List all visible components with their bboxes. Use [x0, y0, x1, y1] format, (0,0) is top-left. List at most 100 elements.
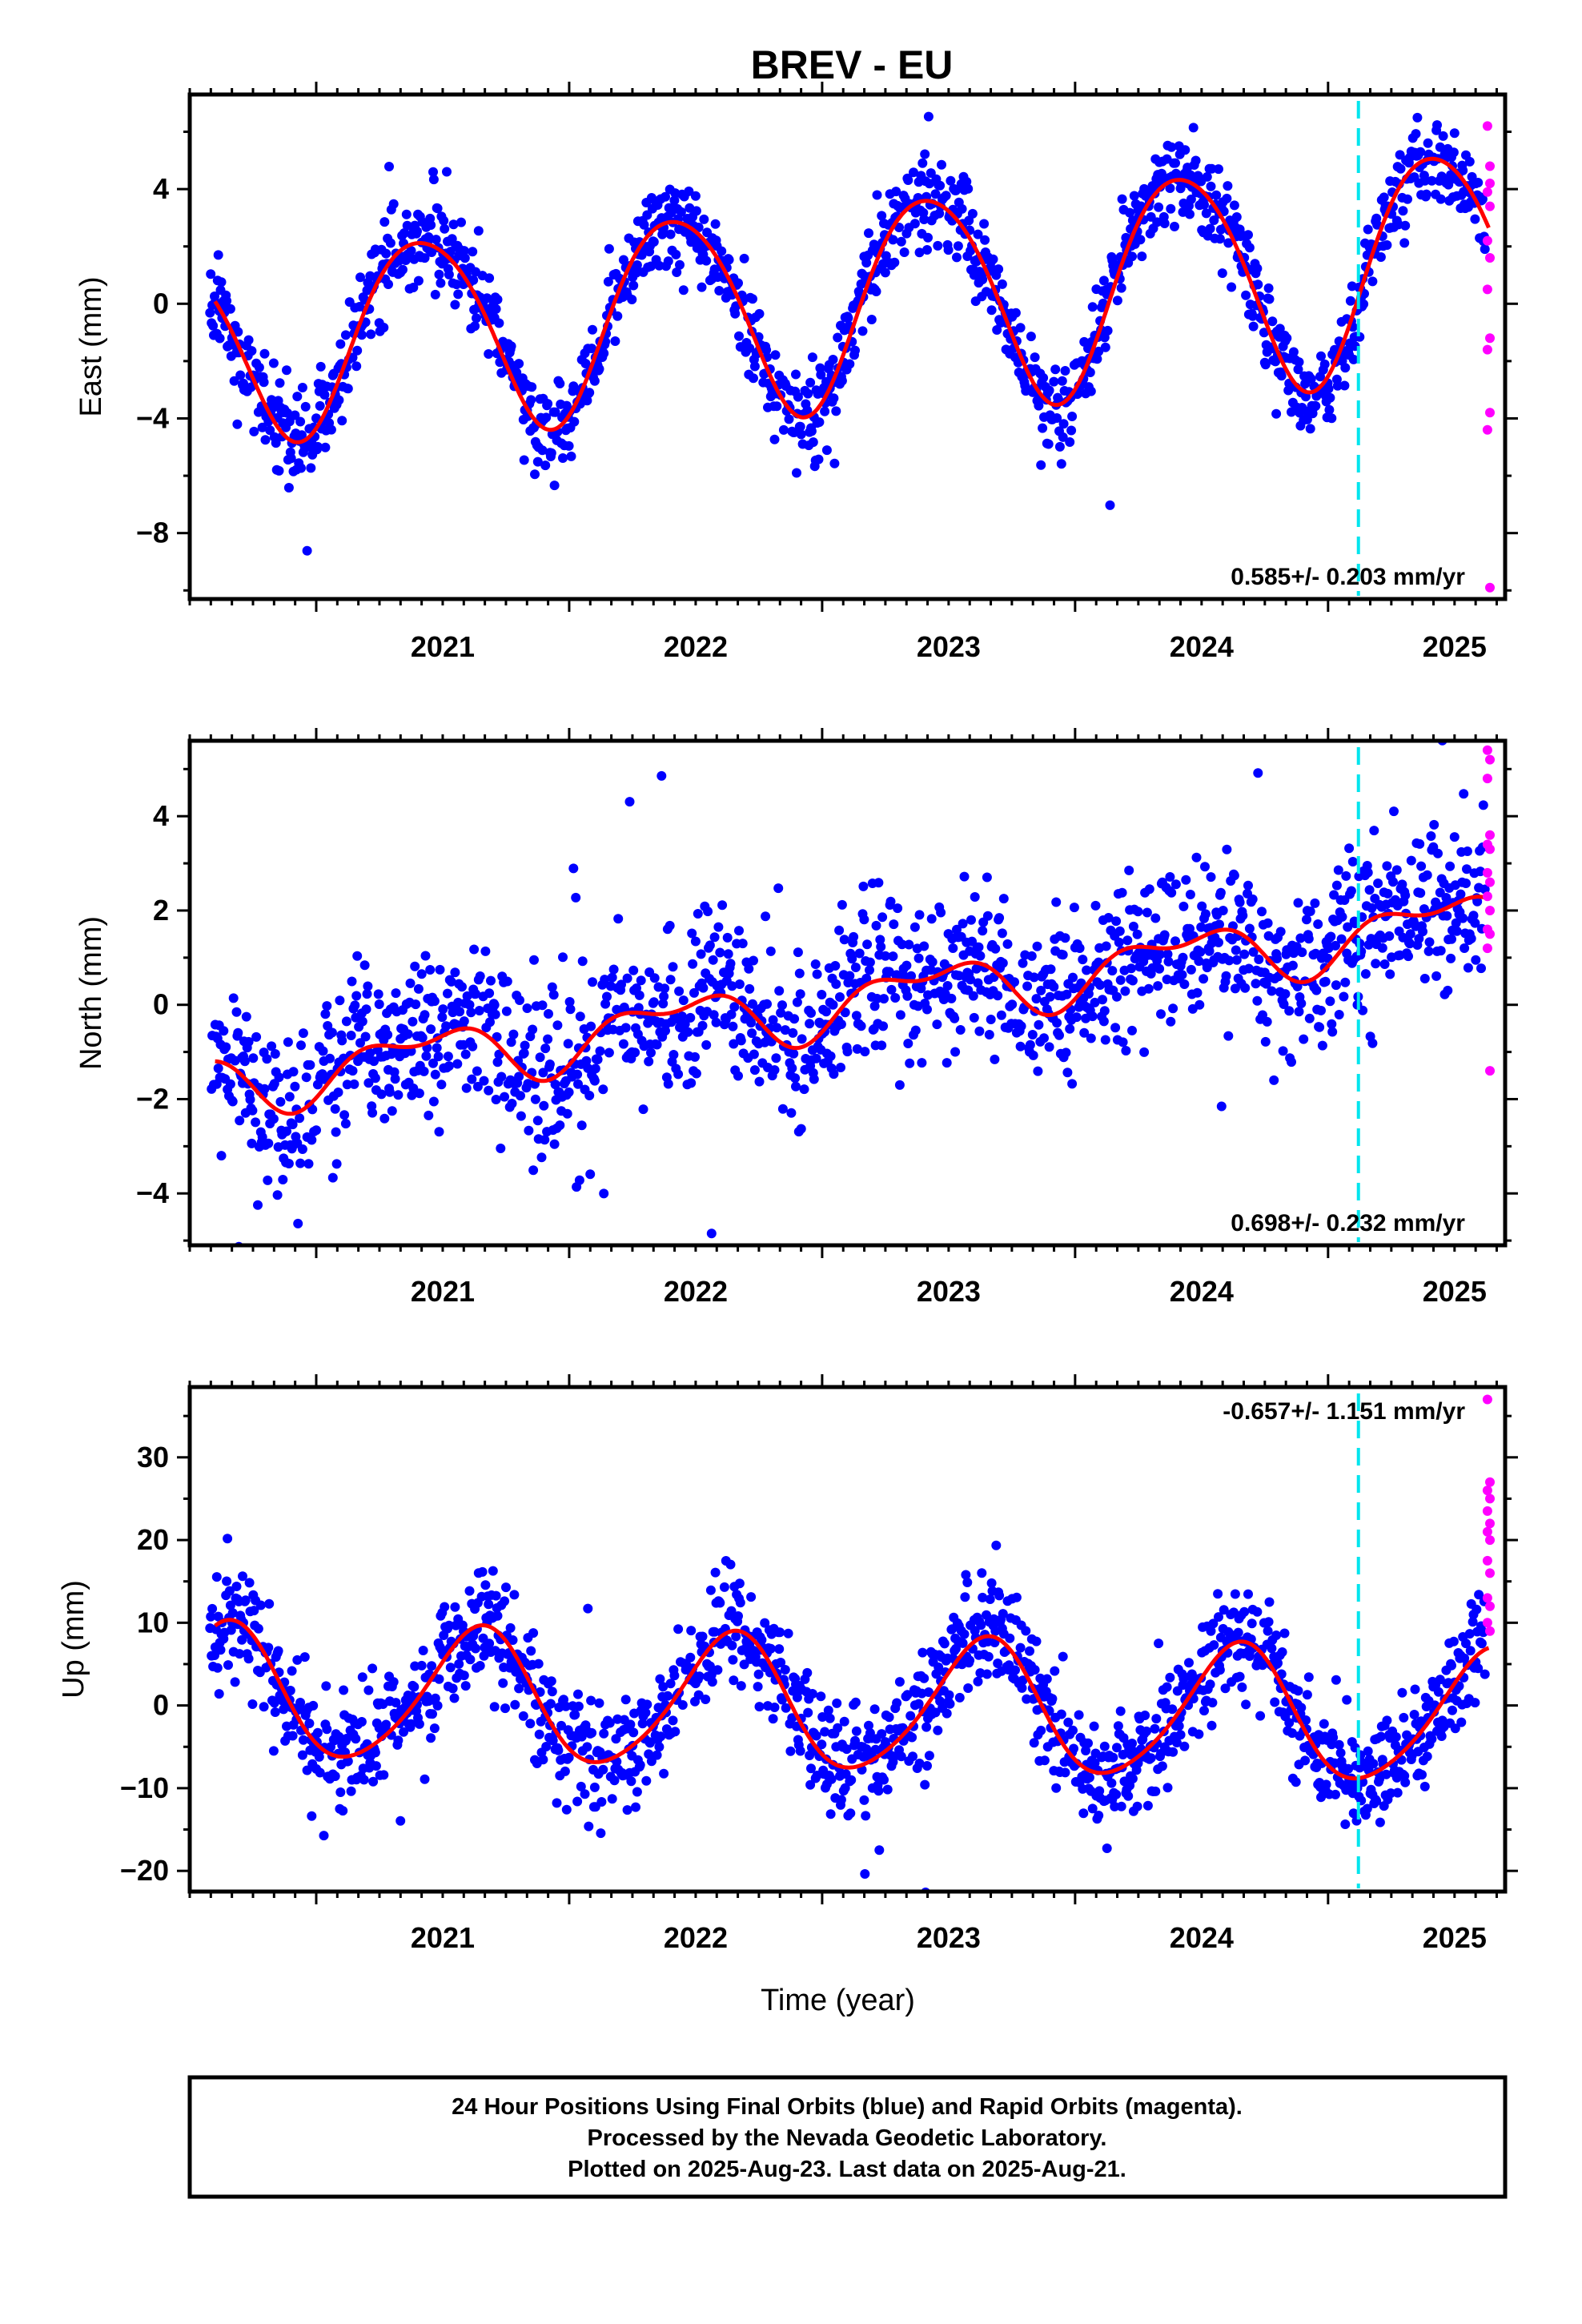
data-point	[768, 1015, 778, 1025]
data-point	[745, 343, 755, 353]
plot-frame	[187, 1385, 1508, 1894]
data-point	[859, 1795, 869, 1805]
x-tick-label: 2024	[1170, 630, 1234, 663]
data-point	[724, 255, 734, 265]
data-point	[1410, 1684, 1420, 1695]
data-point	[469, 944, 480, 955]
data-point	[255, 1600, 266, 1610]
data-point	[963, 1683, 974, 1693]
data-point	[749, 1049, 759, 1059]
data-point	[425, 965, 436, 975]
data-point	[297, 430, 307, 440]
data-point	[272, 1190, 283, 1200]
data-point	[540, 460, 551, 471]
y-axis-label: Up (mm)	[57, 1580, 90, 1699]
data-point	[1142, 1800, 1153, 1811]
data-point	[206, 269, 216, 279]
data-point	[1472, 1604, 1482, 1614]
data-point	[903, 175, 913, 185]
data-point	[468, 275, 479, 285]
data-point	[1448, 1636, 1459, 1647]
data-point	[1252, 995, 1263, 1006]
data-point	[1244, 243, 1255, 253]
data-point	[993, 991, 1003, 1001]
data-point	[216, 277, 227, 287]
data-point	[961, 1570, 971, 1580]
data-point	[455, 1007, 465, 1017]
data-point	[924, 179, 934, 189]
data-point	[592, 1055, 603, 1064]
data-point	[577, 956, 588, 967]
data-point	[500, 1092, 510, 1102]
y-tick-label: 2	[153, 894, 169, 927]
data-point	[1388, 877, 1398, 887]
data-point	[983, 1651, 994, 1662]
data-point	[1005, 1633, 1015, 1643]
data-point	[1231, 945, 1241, 955]
rapid-point	[1482, 1486, 1492, 1496]
data-point	[456, 217, 466, 227]
data-point	[1114, 937, 1124, 947]
data-point	[1358, 1005, 1368, 1015]
data-point	[658, 1682, 669, 1692]
data-point	[228, 993, 239, 1003]
data-point	[992, 325, 1002, 335]
data-point	[1415, 838, 1425, 849]
y-tick-label: −2	[136, 1082, 169, 1115]
data-point	[1397, 879, 1407, 890]
data-point	[263, 1138, 274, 1148]
data-point	[319, 1831, 329, 1841]
data-point	[1132, 1801, 1142, 1811]
data-point	[1100, 1035, 1110, 1045]
data-point	[857, 326, 868, 336]
data-point	[877, 211, 887, 221]
data-point	[1113, 1721, 1123, 1731]
data-point	[846, 1775, 857, 1785]
data-point	[207, 1603, 218, 1614]
data-point	[821, 445, 832, 456]
data-point	[771, 1053, 781, 1063]
data-point	[564, 1752, 574, 1763]
data-point	[396, 1815, 406, 1826]
data-point	[1473, 1663, 1484, 1674]
data-point	[880, 951, 890, 961]
data-point	[420, 951, 431, 961]
data-point	[990, 943, 1001, 954]
data-point	[690, 191, 701, 201]
data-point	[1325, 996, 1335, 1007]
data-point	[1419, 904, 1429, 915]
data-point	[909, 922, 920, 932]
data-point	[1151, 1714, 1162, 1724]
data-point	[907, 1732, 917, 1743]
data-point	[1163, 956, 1174, 967]
data-point	[1117, 194, 1127, 204]
data-point	[1180, 145, 1191, 155]
data-point	[241, 1011, 251, 1022]
data-point	[475, 1661, 485, 1671]
data-point	[571, 892, 581, 903]
data-point	[385, 238, 396, 248]
data-point	[889, 919, 899, 930]
data-point	[379, 1113, 390, 1124]
data-point	[807, 1689, 817, 1699]
data-point	[648, 997, 659, 1007]
data-point	[1463, 963, 1473, 973]
data-point	[641, 1775, 652, 1786]
data-point	[268, 358, 279, 368]
data-point	[839, 935, 849, 945]
data-point	[514, 1072, 524, 1082]
data-point	[1241, 290, 1251, 300]
data-point	[1102, 1844, 1112, 1853]
data-point	[1069, 1743, 1078, 1754]
data-point	[1243, 880, 1253, 891]
data-point	[1293, 364, 1303, 375]
data-point	[602, 991, 612, 1002]
data-point	[986, 1578, 997, 1588]
data-point	[1337, 911, 1347, 922]
data-point	[1332, 380, 1343, 391]
data-point	[934, 1662, 944, 1672]
data-point	[443, 988, 452, 999]
data-point	[1367, 1038, 1378, 1048]
data-point	[1247, 1618, 1257, 1629]
data-point	[1087, 302, 1098, 312]
